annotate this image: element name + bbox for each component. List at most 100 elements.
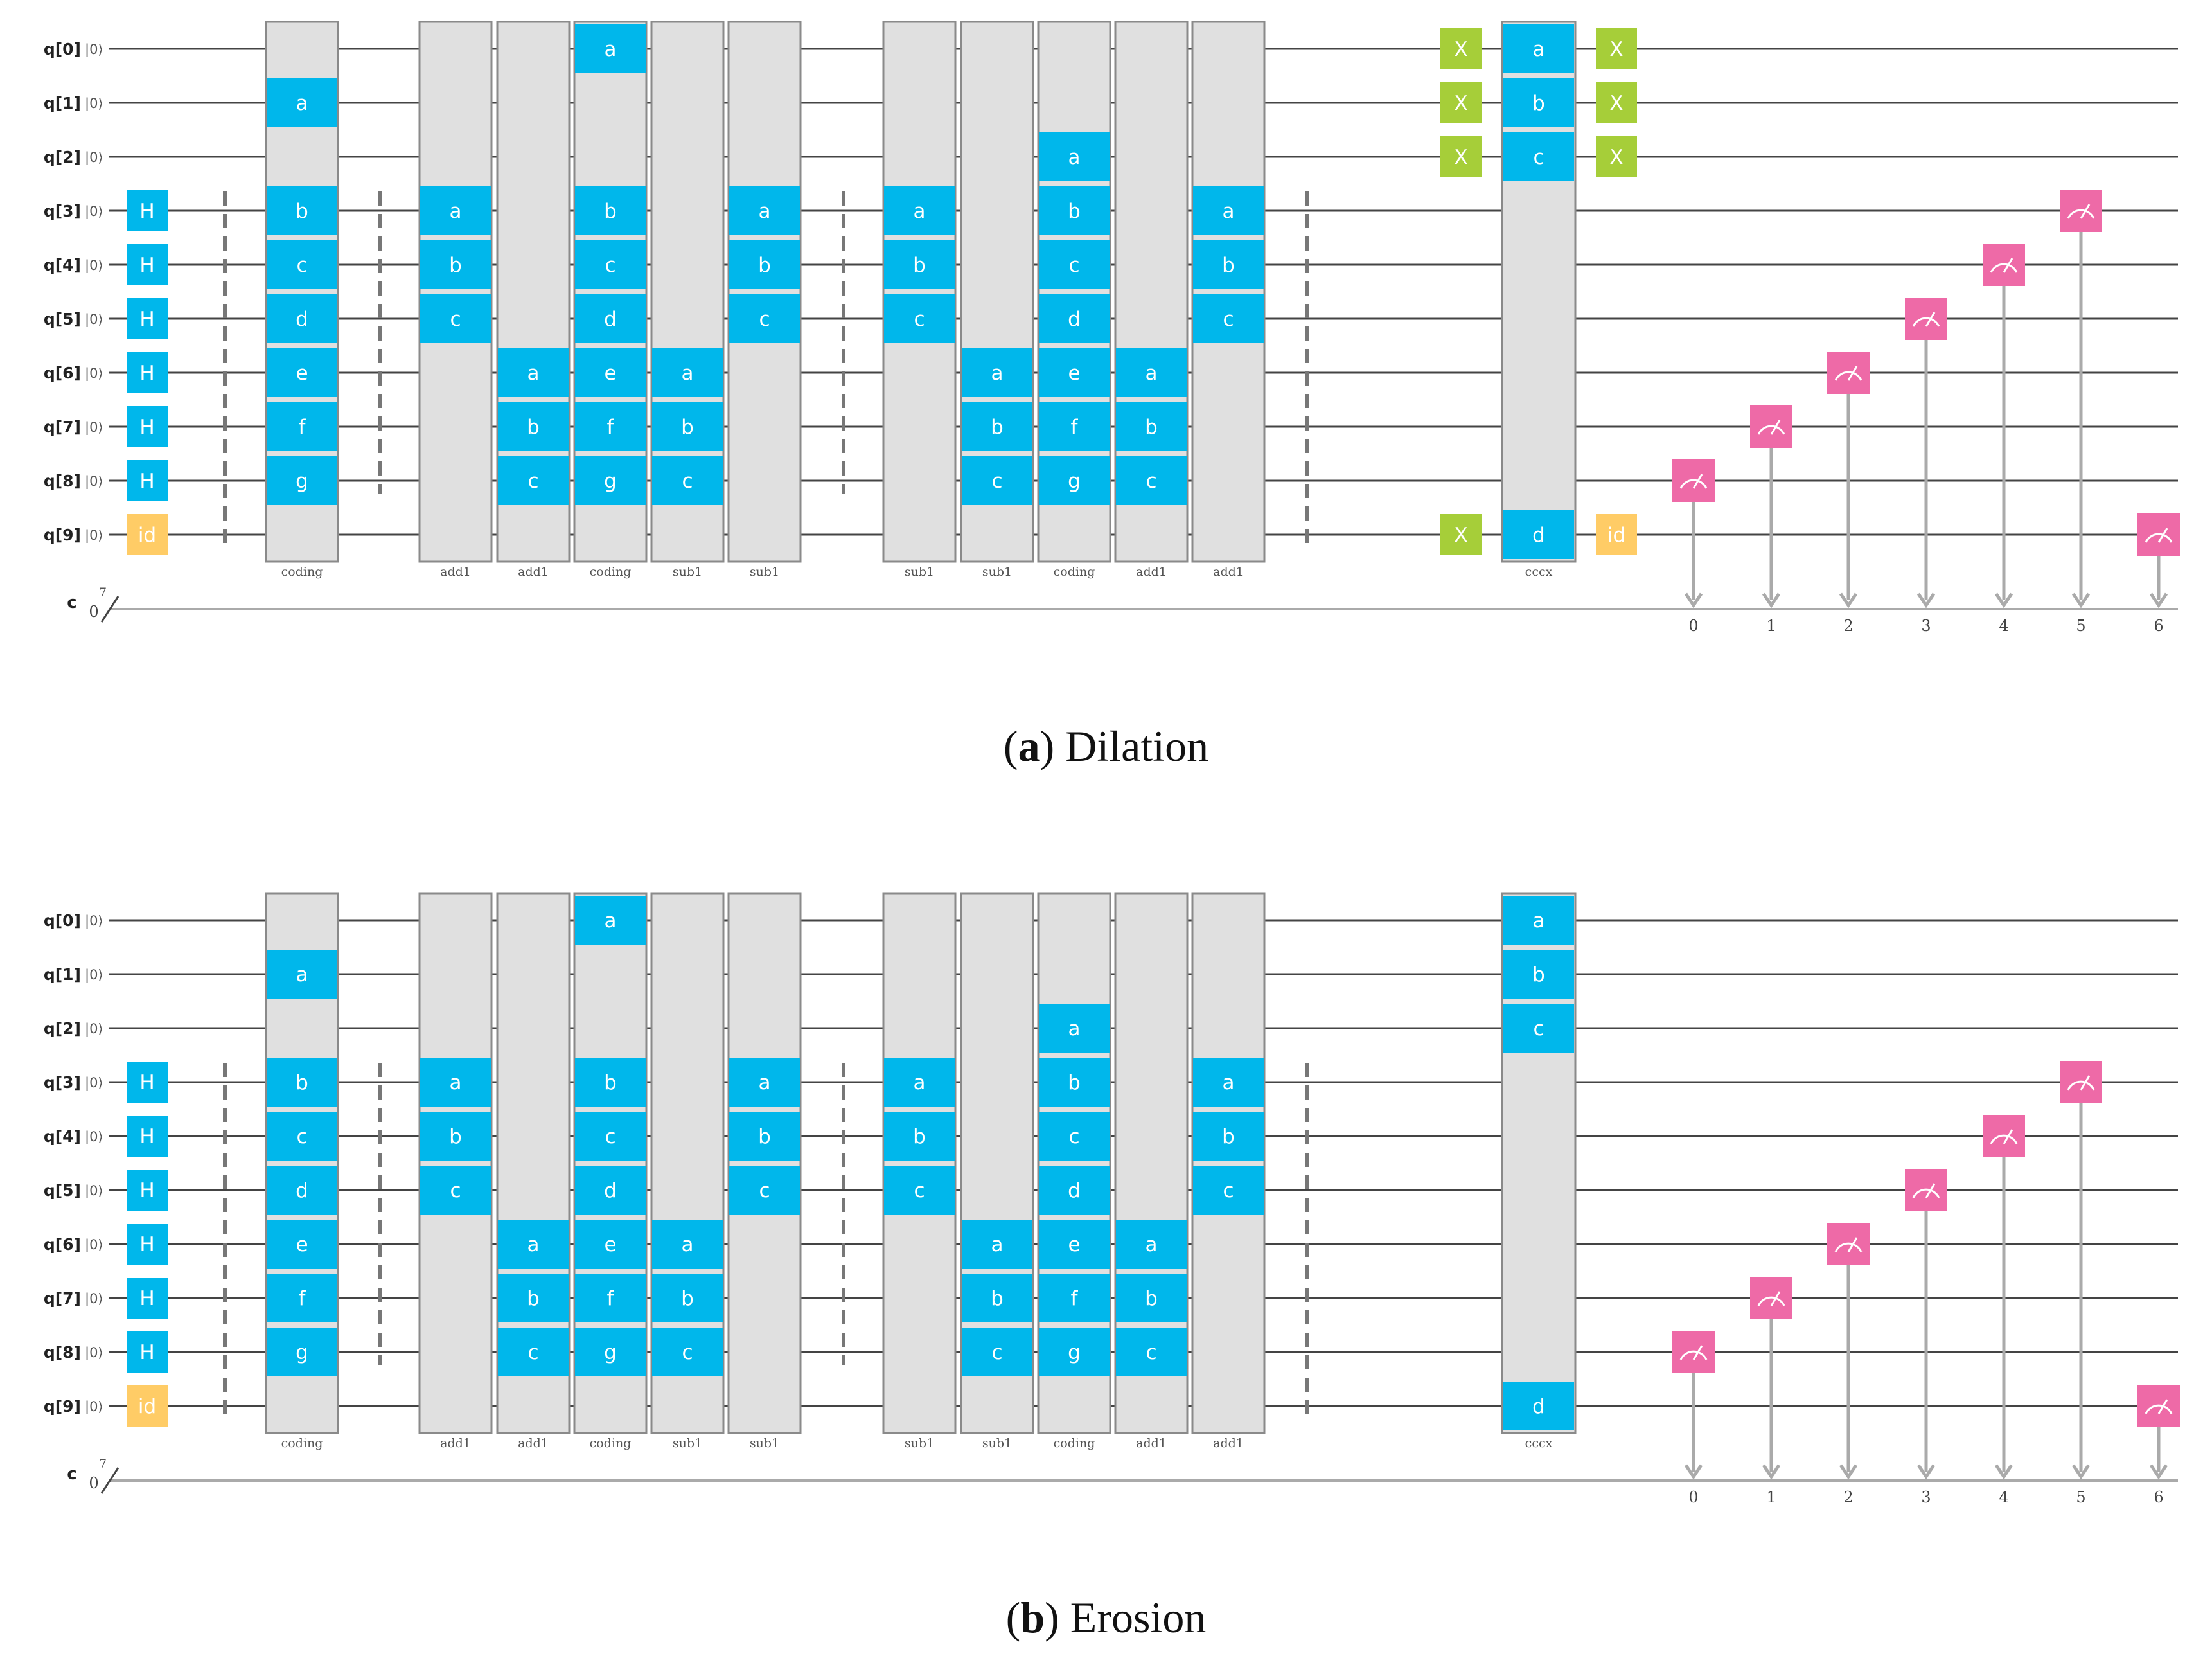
block-pin-label: a (1146, 362, 1158, 385)
subcircuit-block-add1 (1191, 892, 1266, 1434)
block-pin (729, 240, 800, 289)
block-pin (884, 1058, 955, 1107)
meter-needle-icon (1925, 312, 1936, 327)
block-pin-label: a (759, 200, 771, 223)
block-pin-label: a (527, 362, 540, 385)
measure-arrow-head-icon (1916, 592, 1936, 609)
block-pin-label: f (607, 1287, 615, 1310)
block-pin (267, 1220, 337, 1269)
block-pin-label: a (914, 200, 926, 223)
block-pin-label: a (605, 38, 617, 61)
block-pin (1039, 1112, 1110, 1161)
init-state: |0⟩ (85, 1399, 103, 1415)
block-pin (575, 1274, 646, 1322)
init-state: |0⟩ (85, 1075, 103, 1091)
block-pin-label: c (759, 1179, 770, 1202)
block-name-label: sub1 (673, 1436, 702, 1450)
measure-gate (2060, 190, 2102, 232)
block-pin-label: d (1532, 1395, 1545, 1418)
meter-needle-icon (2157, 528, 2168, 543)
block-pin-label: c (1533, 146, 1544, 169)
meter-arc-icon (1679, 479, 1708, 489)
init-state: |0⟩ (85, 1345, 103, 1361)
subcircuit-block-add1 (418, 892, 493, 1434)
hadamard-gate (127, 1278, 168, 1319)
block-pin (1503, 1004, 1574, 1053)
block-pin-label: c (1068, 1125, 1079, 1148)
block-pin-label: a (450, 1071, 462, 1094)
measure-gate (2137, 1385, 2180, 1427)
block-pin (420, 294, 491, 343)
block-pin (267, 294, 337, 343)
hadamard-gate-label: H (139, 362, 154, 385)
block-pin-label: b (1532, 92, 1545, 115)
block-pin (962, 1328, 1032, 1376)
block-pin (267, 1058, 337, 1107)
init-state: |0⟩ (85, 42, 103, 58)
block-name-label: cccx (1525, 1436, 1553, 1450)
qubit-label: q[3] (44, 1073, 81, 1092)
block-pin-label: a (914, 1071, 926, 1094)
hadamard-gate-label: H (139, 416, 154, 439)
block-pin-label: g (1068, 470, 1081, 493)
block-pin-label: b (527, 416, 540, 439)
measure-arrow-head-icon (1839, 592, 1858, 609)
block-pin-label: g (296, 470, 308, 493)
block-pin (575, 1166, 646, 1215)
qubit-label: q[1] (44, 965, 81, 984)
block-pin-label: a (1533, 38, 1545, 61)
meter-needle-icon (2080, 204, 2091, 219)
block-pin (1116, 456, 1187, 505)
hadamard-gate-label: H (139, 254, 154, 277)
block-pin-label: d (1532, 524, 1545, 547)
block-pin (884, 294, 955, 343)
hadamard-gate (127, 1224, 168, 1265)
block-pin (267, 78, 337, 127)
block-name-label: coding (590, 565, 632, 579)
block-pin-label: b (758, 254, 771, 277)
block-pin-label: c (759, 308, 770, 331)
init-state: |0⟩ (85, 528, 103, 544)
block-pin-label: c (450, 308, 461, 331)
init-state: |0⟩ (85, 967, 103, 983)
block-pin (575, 896, 646, 945)
block-pin (267, 348, 337, 397)
hadamard-gate (127, 244, 168, 285)
block-pin-label: b (758, 1125, 771, 1148)
block-pin-label: a (450, 200, 462, 223)
block-pin-label: d (296, 1179, 308, 1202)
block-name-label: sub1 (673, 565, 702, 579)
block-pin (498, 348, 569, 397)
x-gate (1440, 28, 1482, 69)
meter-arc-icon (2145, 533, 2173, 543)
hadamard-gate-label: H (139, 308, 154, 331)
init-state: |0⟩ (85, 150, 103, 166)
block-pin (652, 348, 723, 397)
measure-gate (2137, 513, 2180, 556)
measure-gate (1672, 459, 1715, 502)
measure-arrow-head-icon (2149, 1464, 2168, 1480)
block-pin-label: a (1223, 200, 1235, 223)
block-pin-label: c (682, 470, 693, 493)
meter-arc-icon (2067, 1080, 2095, 1091)
measure-arrow-head-icon (1994, 592, 2013, 609)
block-pin-label: c (682, 1341, 693, 1364)
block-pin (884, 1166, 955, 1215)
block-pin (1503, 896, 1574, 945)
measure-gate (1905, 1169, 1947, 1211)
block-name-label: sub1 (982, 1436, 1012, 1450)
block-pin-label: f (1071, 1287, 1079, 1310)
block-pin (420, 1112, 491, 1161)
block-pin (575, 1112, 646, 1161)
qubit-label: q[6] (44, 364, 81, 382)
subcircuit-block-sub1 (882, 892, 957, 1434)
block-name-label: add1 (518, 1436, 549, 1450)
qubit-label: q[9] (44, 1397, 81, 1416)
block-pin-label: a (682, 362, 694, 385)
measure-arrow-head-icon (1684, 592, 1703, 609)
block-pin-label: d (1068, 1179, 1081, 1202)
meter-needle-icon (1847, 1237, 1858, 1252)
block-pin-label: d (604, 1179, 617, 1202)
block-name-label: add1 (1213, 1436, 1244, 1450)
circuit-panel-erosion: q[0] |0⟩q[1] |0⟩q[2] |0⟩q[3] |0⟩q[4] |0⟩q[5] |… (44, 892, 2180, 1506)
